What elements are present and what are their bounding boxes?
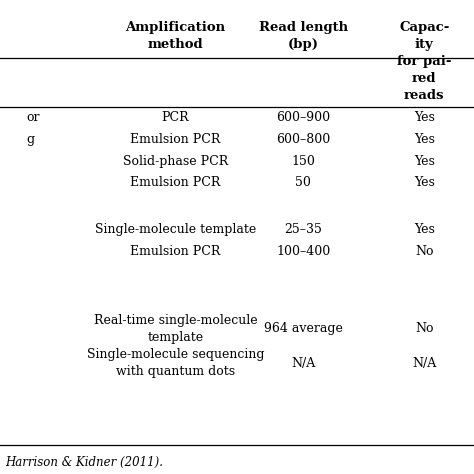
Text: Capac-
ity
for pai-
red
reads: Capac- ity for pai- red reads [397, 21, 451, 102]
Text: No: No [415, 245, 434, 258]
Text: No: No [415, 322, 434, 336]
Text: 100–400: 100–400 [276, 245, 330, 258]
Text: Read length
(bp): Read length (bp) [259, 21, 348, 51]
Text: Yes: Yes [414, 111, 435, 124]
Text: Emulsion PCR: Emulsion PCR [130, 176, 220, 190]
Text: N/A: N/A [412, 356, 437, 370]
Text: Yes: Yes [414, 133, 435, 146]
Text: Emulsion PCR: Emulsion PCR [130, 133, 220, 146]
Text: Single-molecule template: Single-molecule template [95, 223, 256, 236]
Text: Real-time single-molecule
template: Real-time single-molecule template [93, 314, 257, 344]
Text: or: or [26, 111, 39, 124]
Text: Emulsion PCR: Emulsion PCR [130, 245, 220, 258]
Text: Single-molecule sequencing
with quantum dots: Single-molecule sequencing with quantum … [87, 348, 264, 378]
Text: 600–800: 600–800 [276, 133, 330, 146]
Text: Yes: Yes [414, 223, 435, 236]
Text: N/A: N/A [291, 356, 316, 370]
Text: 964 average: 964 average [264, 322, 343, 336]
Text: 50: 50 [295, 176, 311, 190]
Text: Harrison & Kidner (2011).: Harrison & Kidner (2011). [5, 456, 163, 469]
Text: Yes: Yes [414, 155, 435, 168]
Text: Solid-phase PCR: Solid-phase PCR [123, 155, 228, 168]
Text: 25–35: 25–35 [284, 223, 322, 236]
Text: PCR: PCR [162, 111, 189, 124]
Text: g: g [26, 133, 34, 146]
Text: Yes: Yes [414, 176, 435, 190]
Text: Amplification
method: Amplification method [125, 21, 226, 51]
Text: 600–900: 600–900 [276, 111, 330, 124]
Text: 150: 150 [292, 155, 315, 168]
